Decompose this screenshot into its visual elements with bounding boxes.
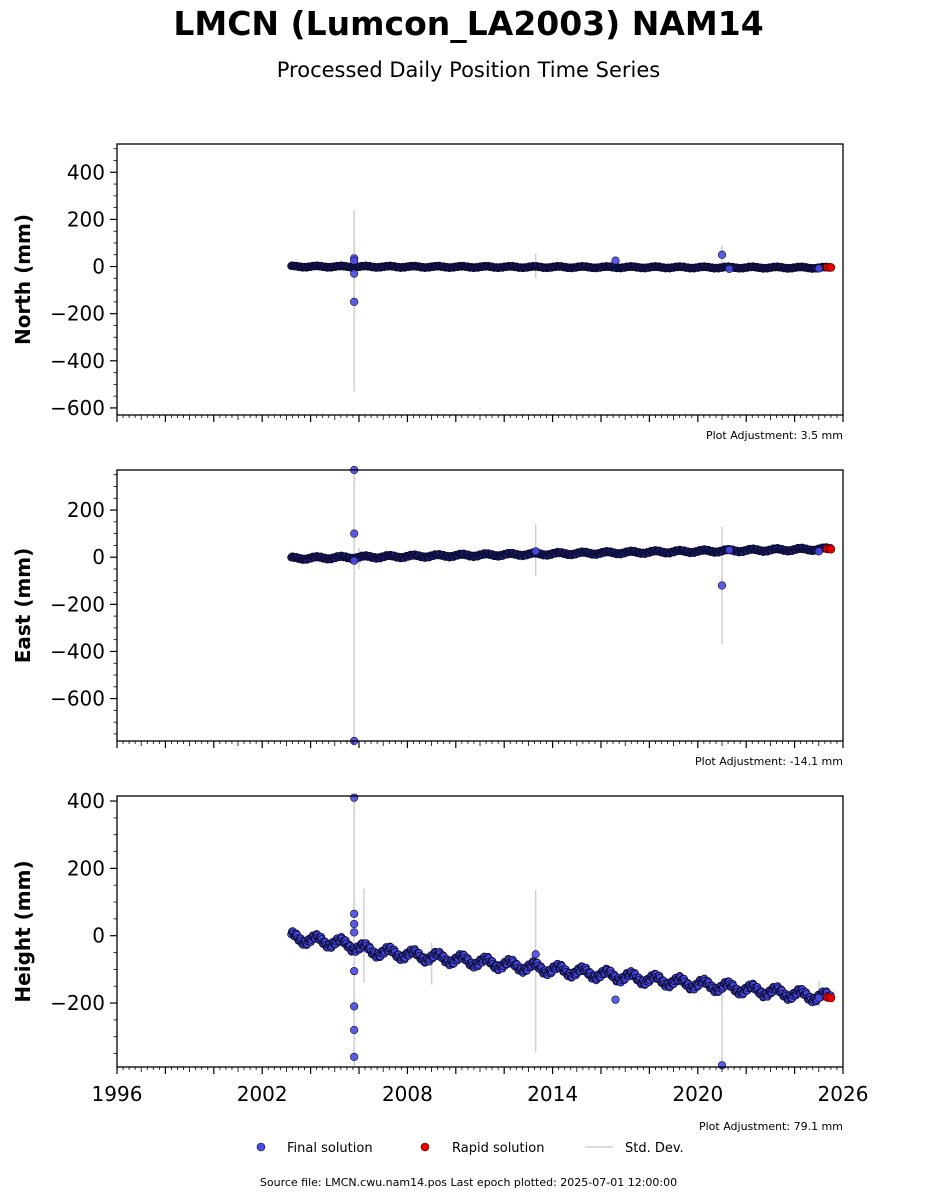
x-tick-label: 2026: [818, 1082, 869, 1106]
final-point: [350, 919, 359, 929]
y-tick-label: 400: [67, 160, 105, 184]
final-point: [350, 1025, 359, 1035]
final-point: [350, 909, 359, 918]
y-tick-label: −200: [50, 592, 105, 616]
y-tick-label: −400: [50, 349, 105, 373]
y-axis-label: Height (mm): [11, 860, 35, 1002]
final-point: [611, 256, 620, 265]
final-point: [725, 264, 734, 273]
legend-final-label: Final solution: [287, 1141, 373, 1156]
final-point: [611, 995, 620, 1004]
final-point: [350, 793, 359, 802]
plot-frame: [116, 143, 844, 416]
y-axis-label: North (mm): [11, 214, 35, 345]
final-point: [814, 264, 823, 273]
y-tick-label: 400: [67, 789, 105, 813]
final-point: [531, 950, 540, 959]
rapid-point: [826, 544, 836, 554]
final-point: [350, 297, 359, 306]
y-tick-label: 0: [92, 545, 105, 569]
y-tick-label: 200: [67, 498, 105, 522]
y-tick-label: 0: [92, 255, 105, 279]
final-point: [350, 529, 359, 538]
y-tick-label: −200: [50, 991, 105, 1015]
final-point: [350, 928, 359, 937]
x-tick-label: 2020: [672, 1082, 723, 1106]
final-point: [717, 581, 727, 590]
plot-adjustment-note: Plot Adjustment: 79.1 mm: [699, 1120, 843, 1133]
source-file-note: Source file: LMCN.cwu.nam14.pos Last epo…: [259, 1176, 678, 1189]
final-point: [350, 1052, 359, 1062]
legend-final-marker: [256, 1142, 266, 1152]
x-tick-label: 2014: [527, 1082, 578, 1106]
x-tick-label: 2002: [237, 1082, 288, 1106]
legend-rapid-marker: [420, 1142, 430, 1152]
y-axis-label: East (mm): [11, 548, 35, 664]
plot-adjustment-note: Plot Adjustment: 3.5 mm: [706, 429, 843, 442]
y-tick-label: 200: [67, 207, 105, 231]
legend-stddev-label: Std. Dev.: [625, 1141, 684, 1156]
plot-adjustment-note: Plot Adjustment: -14.1 mm: [695, 755, 843, 768]
y-tick-label: −400: [50, 639, 105, 663]
x-tick-label: 2008: [382, 1082, 433, 1106]
y-tick-label: −600: [50, 396, 105, 420]
final-point: [717, 250, 727, 259]
y-tick-label: −200: [50, 302, 105, 326]
final-point: [814, 547, 823, 556]
plot-frame: [116, 795, 844, 1068]
rapid-point: [826, 263, 836, 272]
legend-rapid-label: Rapid solution: [452, 1141, 544, 1156]
legend: Final solution Rapid solution Std. Dev.: [256, 1141, 684, 1156]
chart-subtitle: Processed Daily Position Time Series: [276, 58, 661, 82]
final-point: [814, 993, 823, 1003]
panel-0: 400 200 0 −200 −400 −600 North (mm) Plot Adjust…: [11, 143, 844, 442]
rapid-point: [826, 993, 836, 1003]
final-point: [350, 556, 359, 565]
y-tick-label: −600: [50, 687, 105, 711]
panel-1: 200 0 −200 −400 −600 East (mm) Plot Adjustment…: [11, 465, 844, 768]
final-point: [725, 546, 734, 555]
chart-title: LMCN (Lumcon_LA2003) NAM14: [173, 4, 764, 43]
final-point: [531, 547, 540, 556]
y-tick-label: 0: [92, 924, 105, 948]
y-tick-label: 200: [67, 856, 105, 880]
final-point: [350, 966, 359, 976]
final-point: [350, 1002, 359, 1011]
final-point: [350, 256, 359, 265]
x-tick-label: 1996: [92, 1082, 143, 1106]
final-point: [350, 269, 359, 278]
plot-frame: [116, 469, 844, 742]
panel-2: 1996 2002 2008 2014 2020 2026 400 200 0 −200 Heigh…: [11, 789, 868, 1133]
